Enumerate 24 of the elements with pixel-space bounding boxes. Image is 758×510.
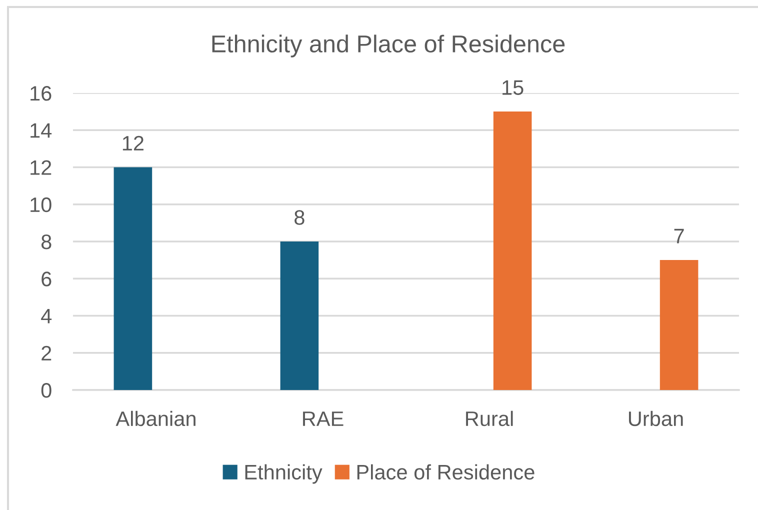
y-tick-label: 4 bbox=[41, 308, 52, 324]
y-tick-label: 8 bbox=[41, 234, 52, 250]
bar bbox=[660, 260, 698, 390]
data-label: 15 bbox=[502, 80, 524, 95]
y-tick-label: 10 bbox=[30, 197, 52, 212]
x-tick-label: Urban bbox=[628, 410, 683, 426]
y-tick-label: 2 bbox=[42, 346, 52, 360]
bar bbox=[280, 242, 319, 390]
data-label: 8 bbox=[294, 210, 304, 225]
legend-label: Ethnicity bbox=[245, 464, 322, 484]
data-label: 7 bbox=[674, 228, 684, 244]
x-tick-label: Rural bbox=[466, 410, 513, 426]
data-label: 12 bbox=[122, 136, 144, 150]
x-tick-label: RAE bbox=[303, 412, 344, 426]
y-tick-label: 6 bbox=[42, 272, 52, 286]
chart-title: Ethnicity and Place of Residence bbox=[212, 34, 565, 58]
bar bbox=[493, 112, 532, 390]
y-tick-label: 14 bbox=[30, 123, 52, 138]
bar bbox=[114, 167, 152, 390]
y-tick-label: 12 bbox=[30, 160, 52, 175]
legend-label: Place of Residence bbox=[357, 464, 534, 480]
y-tick-label: 16 bbox=[30, 86, 52, 101]
x-tick-label: Albanian bbox=[116, 410, 196, 426]
y-tick-label: 0 bbox=[41, 383, 52, 398]
